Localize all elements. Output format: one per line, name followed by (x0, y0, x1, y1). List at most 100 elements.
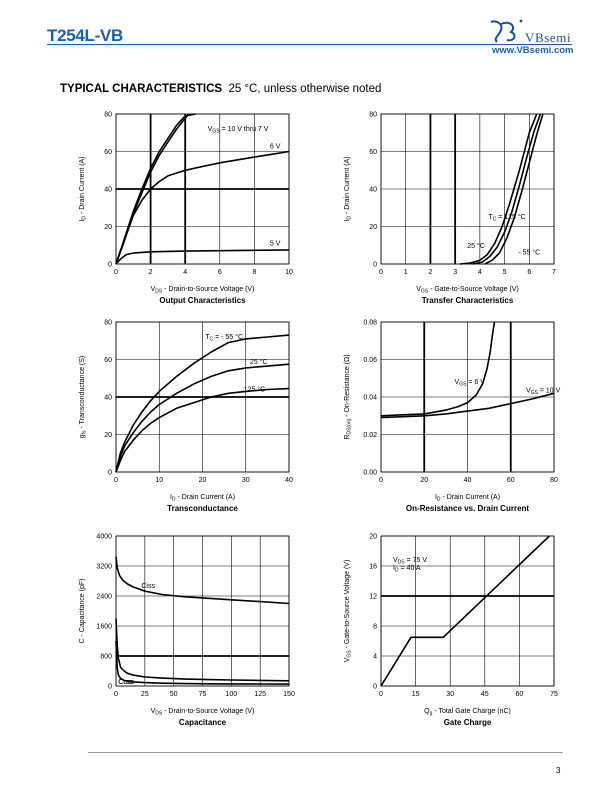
series-label: TC = - 55 °C (205, 333, 243, 343)
y-tick-label: 3200 (96, 564, 112, 571)
x-tick-label: 40 (464, 477, 472, 484)
y-axis-label: RDS(on) - On-Resistance (Ω) (344, 354, 353, 439)
series-line (484, 113, 544, 265)
page-number: 3 (556, 766, 561, 775)
x-axis-label: VDS - Drain-to-Source Voltage (V) (151, 708, 255, 717)
chart-annotation: VDS = 75 V (393, 557, 427, 566)
y-tick-label: 60 (369, 149, 377, 156)
x-tick-label: 0 (379, 691, 383, 698)
chart-panel-1: 0 2 4 6 8 10 0 20 40 60 80 VGS = 10 V thru 7 V 6 V 5 … (79, 112, 293, 306)
x-tick-label: 45 (481, 691, 489, 698)
x-tick-label: 60 (507, 477, 515, 484)
y-tick-label: 0.02 (363, 432, 377, 439)
series-line (115, 113, 190, 265)
y-tick-label: 0 (373, 262, 377, 269)
x-tick-label: 10 (285, 269, 293, 276)
series-label: TC = 125 °C (488, 213, 525, 223)
series-line (115, 618, 290, 682)
y-tick-label: 80 (104, 112, 112, 119)
y-tick-label: 20 (104, 224, 112, 231)
y-tick-label: 20 (104, 432, 112, 439)
header-rule (47, 44, 572, 45)
y-tick-label: 12 (369, 594, 377, 601)
x-tick-label: 20 (420, 477, 428, 484)
plot-frame (115, 321, 290, 473)
series-label: VGS = 6 V (455, 379, 486, 388)
chart-panel-3: 0 10 20 30 40 0 20 40 60 80 TC = - 55 °C 25 °C 125 °… (79, 320, 293, 514)
x-tick-label: 75 (199, 691, 207, 698)
y-tick-label: 40 (104, 395, 112, 402)
y-tick-label: 16 (369, 564, 377, 571)
y-tick-label: 60 (104, 149, 112, 156)
series-label: Crss (118, 679, 133, 686)
chart-caption: Gate Charge (444, 718, 492, 727)
series-label: Ciss (141, 583, 155, 590)
x-tick-label: 6 (218, 269, 222, 276)
series-label: 5 V (270, 240, 281, 247)
series-line (115, 387, 290, 473)
section-title: TYPICAL CHARACTERISTICS 25 °C, unless ot… (60, 83, 381, 95)
y-tick-label: 2400 (96, 594, 112, 601)
series-label: 125 °C (244, 385, 265, 393)
y-tick-label: 0.06 (363, 357, 377, 364)
x-tick-label: 80 (550, 477, 558, 484)
y-axis-label: gfs - Transconductance (S) (79, 356, 88, 439)
y-tick-label: 0 (373, 684, 377, 691)
x-tick-label: 2 (428, 269, 432, 276)
series-label: - 55 °C (518, 249, 540, 257)
y-axis-label: C - Capacitance (pF) (79, 579, 86, 644)
y-tick-label: 20 (369, 534, 377, 541)
x-axis-label: Qg - Total Gate Charge (nC) (424, 708, 511, 717)
series-label: 25 °C (250, 358, 268, 366)
y-tick-label: 0.00 (363, 470, 377, 477)
x-tick-label: 4 (183, 269, 187, 276)
series-line (115, 640, 290, 685)
x-tick-label: 0 (114, 269, 118, 276)
x-tick-label: 10 (155, 477, 163, 484)
series-line (380, 392, 555, 419)
plot-frame (380, 321, 555, 473)
y-tick-label: 20 (369, 224, 377, 231)
y-tick-label: 0.04 (363, 395, 377, 402)
logo-url[interactable]: www.VBsemi.com (492, 45, 574, 56)
x-tick-label: 40 (285, 477, 293, 484)
y-axis-label: ID - Drain Current (A) (344, 156, 353, 221)
y-tick-label: 4 (373, 654, 377, 661)
x-tick-label: 125 (254, 691, 266, 698)
series-line (472, 113, 542, 265)
y-tick-label: 0 (108, 262, 112, 269)
chart-panel-4: 0 20 40 60 80 0.00 0.02 0.04 0.06 0.08 VGS = 6 V VG… (344, 320, 561, 514)
y-tick-label: 80 (369, 112, 377, 119)
plot-frame (380, 113, 555, 265)
chart-panel-6: 0 15 30 45 60 75 0 4 8 12 16 20 VDS = 75 VID = 40 A Q… (344, 534, 558, 728)
chart-panel-5: 0 25 50 75 100 125 150 0 800 1600 2400 3200 4000 Ciss… (79, 534, 295, 728)
chart-caption: On-Resistance vs. Drain Current (406, 504, 529, 513)
y-tick-label: 4000 (96, 534, 112, 541)
x-tick-label: 2 (149, 269, 153, 276)
plot-frame (115, 535, 290, 687)
x-tick-label: 30 (446, 691, 454, 698)
series-label: Coss (118, 679, 134, 686)
series-line (380, 321, 496, 417)
series-line (115, 363, 290, 473)
x-tick-label: 7 (552, 269, 556, 276)
part-number: T254L-VB (47, 26, 124, 45)
plot-frame (115, 113, 290, 265)
x-tick-label: 20 (199, 477, 207, 484)
x-tick-label: 3 (453, 269, 457, 276)
x-axis-label: VDS - Drain-to-Source Voltage (V) (151, 286, 255, 295)
x-tick-label: 100 (225, 691, 237, 698)
series-line (115, 113, 196, 265)
vbsemi-logo-icon (490, 19, 523, 43)
y-axis-label: ID - Drain Current (A) (79, 156, 88, 221)
y-tick-label: 0 (108, 470, 112, 477)
y-tick-label: 60 (104, 357, 112, 364)
section-title-rest: 25 °C, unless otherwise noted (228, 83, 382, 95)
series-line (380, 535, 550, 687)
series-line (115, 556, 290, 605)
series-line (115, 334, 290, 473)
x-tick-label: 6 (527, 269, 531, 276)
x-axis-label: VGS - Gate-to-Source Voltage (V) (416, 286, 519, 295)
x-tick-label: 0 (379, 269, 383, 276)
